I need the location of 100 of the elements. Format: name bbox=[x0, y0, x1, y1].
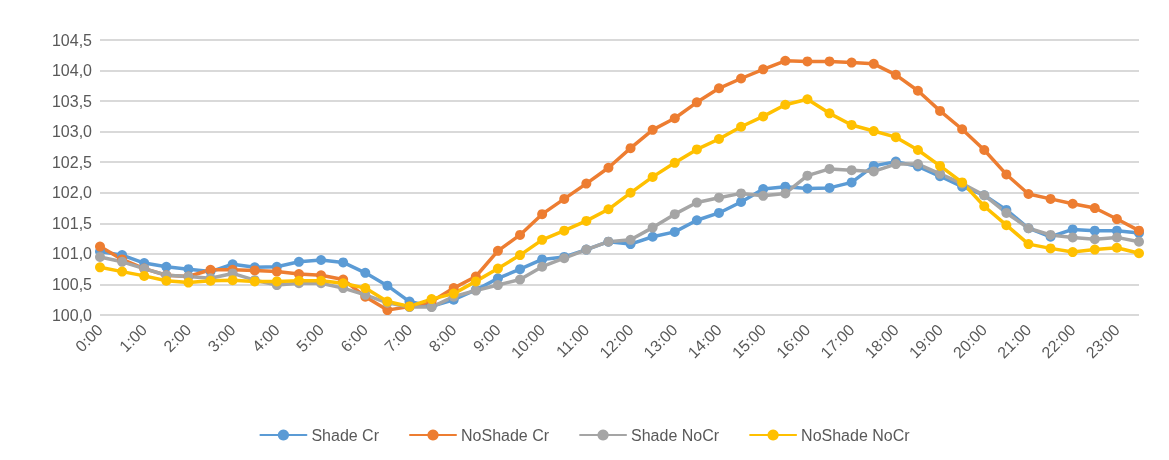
point bbox=[1067, 232, 1078, 243]
point bbox=[846, 177, 857, 188]
point bbox=[647, 171, 658, 182]
point bbox=[1001, 169, 1012, 180]
point bbox=[1023, 189, 1034, 199]
point bbox=[1089, 244, 1100, 255]
point bbox=[713, 207, 724, 218]
point bbox=[824, 108, 835, 119]
x-tick-label: 4:00 bbox=[248, 320, 283, 356]
point bbox=[271, 276, 282, 287]
point bbox=[758, 111, 769, 122]
point bbox=[316, 255, 327, 265]
x-tick-label: 7:00 bbox=[381, 320, 416, 356]
point bbox=[559, 225, 570, 236]
point bbox=[360, 267, 371, 278]
y-tick-label: 103,0 bbox=[51, 123, 93, 141]
point bbox=[758, 64, 769, 75]
y-tick-label: 102,0 bbox=[51, 184, 93, 202]
point bbox=[890, 132, 901, 143]
point bbox=[780, 99, 791, 110]
point bbox=[603, 162, 614, 173]
point bbox=[1023, 239, 1034, 250]
point bbox=[515, 250, 526, 261]
point bbox=[271, 266, 282, 277]
point bbox=[868, 166, 879, 177]
point bbox=[603, 204, 614, 215]
point bbox=[625, 187, 636, 198]
y-tick-label: 104,5 bbox=[51, 31, 93, 49]
point bbox=[581, 178, 592, 189]
point bbox=[780, 188, 791, 199]
point bbox=[559, 193, 570, 204]
y-tick-label: 104,0 bbox=[51, 62, 93, 80]
point bbox=[1067, 247, 1078, 258]
point bbox=[492, 245, 503, 256]
point bbox=[846, 165, 857, 176]
point bbox=[669, 209, 680, 220]
point bbox=[1111, 214, 1122, 225]
point bbox=[669, 226, 680, 237]
point bbox=[890, 69, 901, 80]
point bbox=[736, 196, 747, 207]
point bbox=[625, 234, 636, 245]
point bbox=[824, 56, 835, 67]
x-tick-label: 3:00 bbox=[204, 320, 239, 356]
y-tick-label: 100,5 bbox=[51, 275, 93, 293]
point bbox=[161, 275, 172, 286]
point bbox=[1089, 234, 1100, 245]
point bbox=[95, 241, 105, 252]
point bbox=[537, 261, 548, 272]
point bbox=[117, 266, 128, 277]
point bbox=[470, 276, 481, 287]
point bbox=[1045, 193, 1056, 204]
point bbox=[161, 261, 172, 272]
point bbox=[338, 257, 349, 268]
point bbox=[957, 124, 968, 135]
y-tick-label: 101,5 bbox=[51, 214, 93, 232]
point bbox=[492, 280, 503, 291]
point bbox=[1067, 198, 1078, 209]
y-tick-label: 103,5 bbox=[51, 92, 93, 110]
point bbox=[95, 262, 105, 273]
point bbox=[1089, 203, 1100, 214]
point bbox=[669, 157, 680, 168]
x-tick-label: 6:00 bbox=[337, 320, 372, 356]
point bbox=[338, 278, 349, 289]
point bbox=[625, 143, 636, 154]
point bbox=[537, 209, 548, 220]
point bbox=[846, 57, 857, 68]
point bbox=[713, 192, 724, 203]
point bbox=[515, 229, 526, 240]
point bbox=[1089, 225, 1100, 236]
x-tick-label: 9:00 bbox=[469, 320, 504, 356]
point bbox=[647, 124, 658, 135]
point bbox=[802, 170, 813, 181]
legend-label: Shade Cr bbox=[311, 426, 380, 444]
y-tick-label: 102,5 bbox=[51, 153, 93, 171]
point bbox=[802, 56, 813, 67]
y-tick-label: 101,0 bbox=[51, 245, 93, 263]
point bbox=[360, 283, 371, 294]
point bbox=[691, 215, 702, 226]
point bbox=[1045, 243, 1056, 254]
point bbox=[935, 160, 946, 171]
legend-label: NoShade NoCr bbox=[801, 426, 911, 444]
point bbox=[95, 251, 105, 262]
point bbox=[736, 73, 747, 84]
point bbox=[581, 215, 592, 226]
point bbox=[647, 231, 658, 242]
point bbox=[846, 119, 857, 130]
point bbox=[736, 188, 747, 199]
point bbox=[691, 144, 702, 155]
point bbox=[515, 274, 526, 285]
point bbox=[227, 275, 238, 286]
point bbox=[382, 280, 393, 291]
point bbox=[691, 97, 702, 108]
legend-label: Shade NoCr bbox=[631, 426, 720, 444]
point bbox=[647, 222, 658, 233]
point bbox=[780, 55, 791, 66]
point bbox=[537, 234, 548, 245]
point bbox=[1134, 248, 1144, 259]
point bbox=[912, 145, 923, 155]
point bbox=[1001, 220, 1012, 231]
x-tick-label: 5:00 bbox=[293, 320, 328, 356]
